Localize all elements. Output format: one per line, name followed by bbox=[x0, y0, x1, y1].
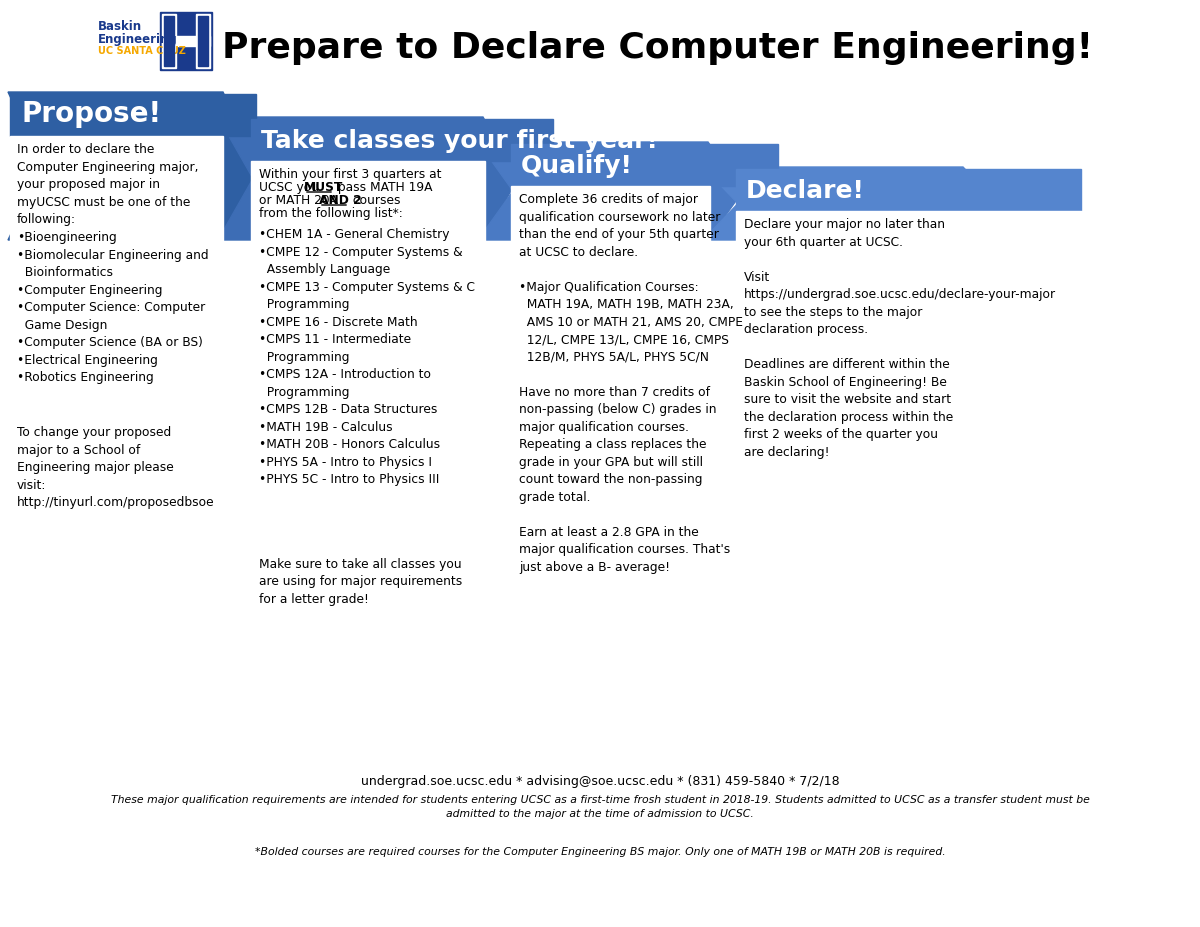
Text: courses: courses bbox=[349, 194, 401, 207]
Text: from the following list*:: from the following list*: bbox=[259, 207, 403, 220]
Text: or MATH 20A: or MATH 20A bbox=[259, 194, 342, 207]
Polygon shape bbox=[703, 167, 998, 240]
Text: *Bolded courses are required courses for the Computer Engineering BS major. Only: *Bolded courses are required courses for… bbox=[254, 847, 946, 857]
Text: Within your first 3 quarters at: Within your first 3 quarters at bbox=[259, 168, 442, 181]
Text: To change your proposed
major to a School of
Engineering major please
visit:
htt: To change your proposed major to a Schoo… bbox=[17, 426, 215, 509]
Text: Declare!: Declare! bbox=[746, 179, 865, 203]
Text: Baskin: Baskin bbox=[98, 20, 142, 33]
Polygon shape bbox=[8, 92, 258, 240]
Bar bbox=[511, 144, 778, 186]
Bar bbox=[511, 186, 710, 708]
Text: undergrad.soe.ucsc.edu * advising@soe.ucsc.edu * (831) 459-5840 * 7/2/18: undergrad.soe.ucsc.edu * advising@soe.uc… bbox=[361, 775, 839, 788]
Text: Prepare to Declare Computer Engineering!: Prepare to Declare Computer Engineering! bbox=[222, 31, 1093, 65]
Text: Complete 36 credits of major
qualification coursework no later
than the end of y: Complete 36 credits of major qualificati… bbox=[520, 193, 743, 574]
Bar bbox=[164, 16, 174, 66]
Text: These major qualification requirements are intended for students entering UCSC a: These major qualification requirements a… bbox=[110, 795, 1090, 819]
Text: UCSC you: UCSC you bbox=[259, 181, 323, 194]
Bar bbox=[160, 12, 212, 70]
Bar bbox=[10, 94, 256, 136]
Text: •Bioengineering
•Biomolecular Engineering and
  Bioinformatics
•Computer Enginee: •Bioengineering •Biomolecular Engineerin… bbox=[17, 231, 209, 384]
Bar bbox=[10, 136, 223, 706]
Bar bbox=[736, 211, 1190, 708]
Text: Qualify!: Qualify! bbox=[521, 154, 632, 178]
Polygon shape bbox=[478, 142, 743, 240]
Polygon shape bbox=[218, 117, 518, 240]
Text: Engineering: Engineering bbox=[98, 33, 178, 46]
Bar bbox=[162, 14, 176, 68]
Bar bbox=[251, 161, 485, 706]
Text: In order to declare the
Computer Engineering major,
your proposed major in
myUCS: In order to declare the Computer Enginee… bbox=[17, 143, 198, 226]
Bar bbox=[198, 16, 208, 66]
Bar bbox=[196, 14, 210, 68]
Text: Take classes your first year!: Take classes your first year! bbox=[262, 129, 658, 153]
Text: •CHEM 1A - General Chemistry
•CMPE 12 - Computer Systems &
  Assembly Language
•: •CHEM 1A - General Chemistry •CMPE 12 - … bbox=[259, 228, 475, 486]
Text: Declare your major no later than
your 6th quarter at UCSC.

Visit
https://underg: Declare your major no later than your 6t… bbox=[744, 218, 1056, 459]
Text: UC SANTA CRUZ: UC SANTA CRUZ bbox=[98, 46, 186, 56]
Text: AND 2: AND 2 bbox=[319, 194, 361, 207]
Text: pass MATH 19A: pass MATH 19A bbox=[334, 181, 432, 194]
Bar bbox=[736, 169, 1081, 211]
Text: Propose!: Propose! bbox=[22, 100, 162, 128]
Text: Make sure to take all classes you
are using for major requirements
for a letter : Make sure to take all classes you are us… bbox=[259, 558, 462, 606]
Bar bbox=[251, 119, 553, 161]
Text: MUST: MUST bbox=[304, 181, 343, 194]
Bar bbox=[162, 36, 210, 46]
